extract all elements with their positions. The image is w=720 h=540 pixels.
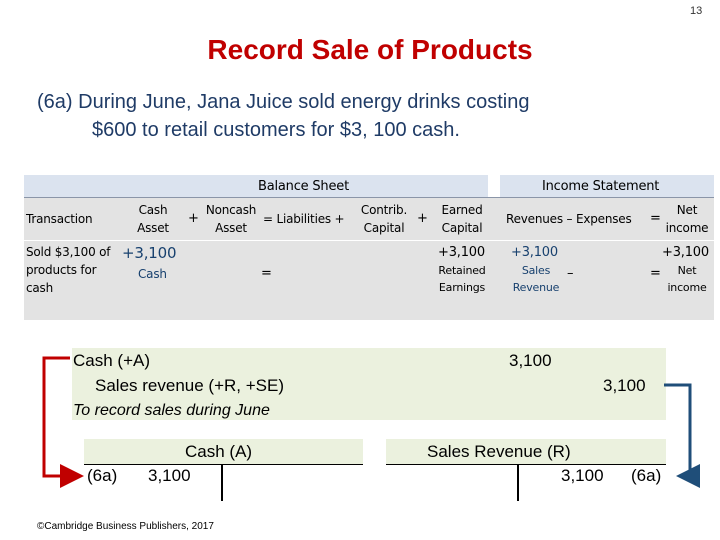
journal-credit-account: Sales revenue (+R, +SE) bbox=[95, 376, 284, 395]
journal-credit-amount: 3,100 bbox=[603, 376, 646, 395]
retained-earnings-label-1: Retained bbox=[438, 264, 486, 277]
balance-sheet-heading: Balance Sheet bbox=[258, 179, 349, 194]
equals-row-2: = bbox=[650, 266, 661, 281]
plus-sign-2: + bbox=[417, 211, 428, 226]
copyright-footer: ©Cambridge Business Publishers, 2017 bbox=[37, 521, 214, 532]
noncash-asset-header-1: Noncash bbox=[205, 203, 257, 217]
revenue-change-value: +3,100 bbox=[511, 245, 558, 260]
net-income-header-1: Net bbox=[676, 203, 698, 217]
journal-debit-account: Cash (+A) bbox=[73, 351, 150, 370]
equals-header: = bbox=[650, 211, 661, 226]
cash-asset-header-2: Asset bbox=[137, 221, 169, 235]
cash-asset-header-1: Cash bbox=[138, 203, 168, 217]
sales-revenue-label-2: Revenue bbox=[512, 281, 560, 294]
intro-line-1: (6a) During June, Jana Juice sold energy… bbox=[37, 91, 530, 113]
journal-debit-amount: 3,100 bbox=[509, 351, 552, 370]
cash-t-account-divider bbox=[221, 465, 223, 501]
slide-title: Record Sale of Products bbox=[207, 34, 533, 65]
slide-number: 13 bbox=[690, 5, 703, 17]
transaction-header: Transaction bbox=[26, 212, 93, 226]
journal-entry-box bbox=[72, 348, 666, 420]
debit-arrow bbox=[42, 356, 84, 488]
retained-earnings-label-2: Earnings bbox=[438, 281, 486, 294]
equation-body bbox=[24, 198, 714, 320]
cash-t-account-debit: 3,100 bbox=[148, 466, 191, 485]
cash-account-label: Cash bbox=[138, 267, 167, 281]
credit-arrow bbox=[664, 383, 700, 488]
sales-revenue-t-account-divider bbox=[517, 465, 519, 501]
revenues-expenses-header: Revenues – Expenses bbox=[506, 212, 632, 226]
equals-row: = bbox=[261, 266, 272, 281]
row-divider bbox=[24, 240, 714, 241]
cash-t-account-header bbox=[84, 439, 363, 465]
plus-sign-1: + bbox=[188, 211, 199, 226]
transaction-desc-3: cash bbox=[26, 281, 54, 295]
net-income-change-value: +3,100 bbox=[662, 245, 709, 260]
cash-t-account-title: Cash (A) bbox=[185, 442, 253, 461]
net-income-header-2: income bbox=[665, 221, 709, 235]
sales-revenue-t-account-credit: 3,100 bbox=[561, 466, 604, 485]
earned-capital-header-1: Earned bbox=[441, 203, 483, 217]
cash-t-account-ref: (6a) bbox=[87, 466, 118, 485]
income-statement-band bbox=[500, 175, 714, 197]
net-income-label-2: income bbox=[667, 281, 707, 294]
contrib-capital-header-1: Contrib. bbox=[360, 203, 408, 217]
income-statement-heading: Income Statement bbox=[542, 179, 660, 194]
cash-change-value: +3,100 bbox=[122, 244, 177, 262]
liabilities-header: = Liabilities + bbox=[263, 212, 345, 226]
sales-revenue-t-account-title: Sales Revenue (R) bbox=[427, 442, 571, 461]
balance-sheet-band bbox=[24, 175, 488, 197]
minus-row: – bbox=[567, 266, 574, 281]
sales-revenue-t-account-header bbox=[386, 439, 666, 465]
noncash-asset-header-2: Asset bbox=[215, 221, 247, 235]
net-income-label-1: Net bbox=[677, 264, 697, 277]
earned-capital-header-2: Capital bbox=[441, 221, 483, 235]
intro-line-2: $600 to retail customers for $3, 100 cas… bbox=[92, 119, 460, 141]
contrib-capital-header-2: Capital bbox=[363, 221, 405, 235]
transaction-desc-1: Sold $3,100 of bbox=[26, 245, 111, 259]
sales-revenue-t-account-ref: (6a) bbox=[631, 466, 662, 485]
journal-memo: To record sales during June bbox=[73, 402, 270, 419]
transaction-desc-2: products for bbox=[26, 263, 97, 277]
earned-change-value: +3,100 bbox=[438, 245, 485, 260]
header-divider bbox=[24, 197, 714, 198]
sales-revenue-label-1: Sales bbox=[521, 264, 551, 277]
